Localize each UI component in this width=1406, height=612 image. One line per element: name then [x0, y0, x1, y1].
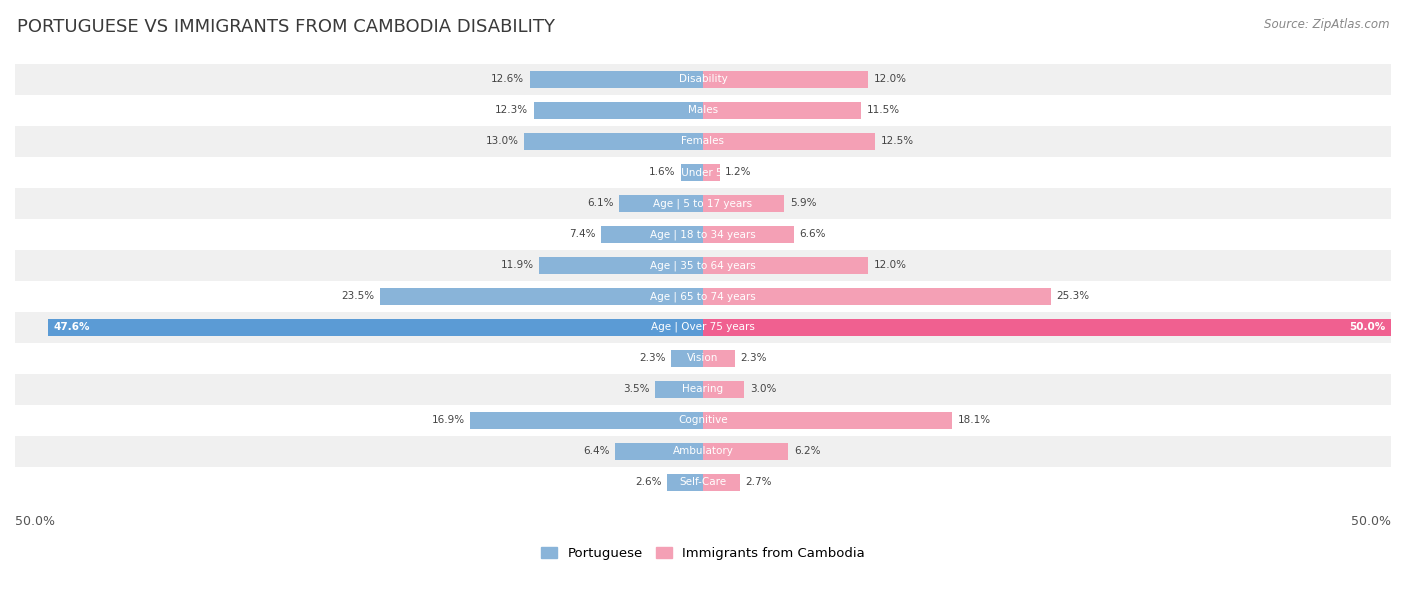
Bar [703, 319, 1391, 336]
Bar [655, 381, 703, 398]
Text: 12.5%: 12.5% [880, 136, 914, 146]
Text: 16.9%: 16.9% [432, 415, 465, 425]
Text: 2.7%: 2.7% [745, 477, 772, 487]
Bar [471, 412, 703, 428]
Bar [681, 164, 703, 181]
Text: Source: ZipAtlas.com: Source: ZipAtlas.com [1264, 18, 1389, 31]
Bar [15, 343, 1391, 374]
Text: 6.1%: 6.1% [588, 198, 613, 208]
Text: 11.5%: 11.5% [866, 105, 900, 116]
Text: Females: Females [682, 136, 724, 146]
Text: 13.0%: 13.0% [485, 136, 519, 146]
Bar [524, 133, 703, 150]
Text: Vision: Vision [688, 353, 718, 363]
Text: 50.0%: 50.0% [15, 515, 55, 528]
Text: 6.2%: 6.2% [794, 446, 820, 456]
Text: 2.3%: 2.3% [640, 353, 666, 363]
Text: Self-Care: Self-Care [679, 477, 727, 487]
Text: Males: Males [688, 105, 718, 116]
Bar [703, 164, 720, 181]
Bar [15, 405, 1391, 436]
Bar [15, 466, 1391, 498]
Text: 3.5%: 3.5% [623, 384, 650, 394]
Bar [602, 226, 703, 243]
Bar [703, 102, 862, 119]
Text: Age | 65 to 74 years: Age | 65 to 74 years [650, 291, 756, 302]
Bar [703, 288, 1052, 305]
Bar [703, 442, 789, 460]
Bar [15, 219, 1391, 250]
Text: 23.5%: 23.5% [342, 291, 374, 301]
Text: Ambulatory: Ambulatory [672, 446, 734, 456]
Text: 12.6%: 12.6% [491, 75, 524, 84]
Text: PORTUGUESE VS IMMIGRANTS FROM CAMBODIA DISABILITY: PORTUGUESE VS IMMIGRANTS FROM CAMBODIA D… [17, 18, 555, 36]
Bar [619, 195, 703, 212]
Text: 12.3%: 12.3% [495, 105, 529, 116]
Bar [703, 226, 794, 243]
Bar [15, 436, 1391, 466]
Bar [15, 95, 1391, 126]
Bar [614, 442, 703, 460]
Bar [15, 312, 1391, 343]
Text: 12.0%: 12.0% [873, 260, 907, 271]
Text: Disability: Disability [679, 75, 727, 84]
Text: 50.0%: 50.0% [1350, 323, 1385, 332]
Bar [15, 64, 1391, 95]
Bar [48, 319, 703, 336]
Bar [15, 126, 1391, 157]
Bar [15, 281, 1391, 312]
Bar [540, 257, 703, 274]
Text: 50.0%: 50.0% [1351, 515, 1391, 528]
Text: 18.1%: 18.1% [957, 415, 991, 425]
Text: 7.4%: 7.4% [569, 230, 596, 239]
Text: 11.9%: 11.9% [501, 260, 534, 271]
Bar [15, 250, 1391, 281]
Text: Age | 35 to 64 years: Age | 35 to 64 years [650, 260, 756, 271]
Bar [15, 374, 1391, 405]
Bar [530, 71, 703, 88]
Bar [15, 157, 1391, 188]
Bar [380, 288, 703, 305]
Bar [703, 412, 952, 428]
Text: 2.3%: 2.3% [740, 353, 766, 363]
Text: 6.4%: 6.4% [583, 446, 609, 456]
Text: 1.6%: 1.6% [650, 167, 675, 177]
Text: 5.9%: 5.9% [790, 198, 817, 208]
Text: Age | Over 75 years: Age | Over 75 years [651, 322, 755, 332]
Text: Hearing: Hearing [682, 384, 724, 394]
Text: Age | 5 to 17 years: Age | 5 to 17 years [654, 198, 752, 209]
Bar [703, 133, 875, 150]
Bar [668, 474, 703, 491]
Text: 12.0%: 12.0% [873, 75, 907, 84]
Text: 6.6%: 6.6% [800, 230, 825, 239]
Bar [703, 195, 785, 212]
Bar [671, 349, 703, 367]
Text: Cognitive: Cognitive [678, 415, 728, 425]
Bar [15, 188, 1391, 219]
Bar [703, 257, 868, 274]
Text: 2.6%: 2.6% [636, 477, 662, 487]
Text: 3.0%: 3.0% [749, 384, 776, 394]
Text: Age | 18 to 34 years: Age | 18 to 34 years [650, 229, 756, 239]
Text: 47.6%: 47.6% [53, 323, 90, 332]
Text: 25.3%: 25.3% [1057, 291, 1090, 301]
Bar [534, 102, 703, 119]
Bar [703, 349, 735, 367]
Text: Age | Under 5 years: Age | Under 5 years [651, 167, 755, 177]
Bar [703, 71, 868, 88]
Bar [703, 381, 744, 398]
Bar [703, 474, 740, 491]
Text: 1.2%: 1.2% [725, 167, 752, 177]
Legend: Portuguese, Immigrants from Cambodia: Portuguese, Immigrants from Cambodia [541, 547, 865, 561]
